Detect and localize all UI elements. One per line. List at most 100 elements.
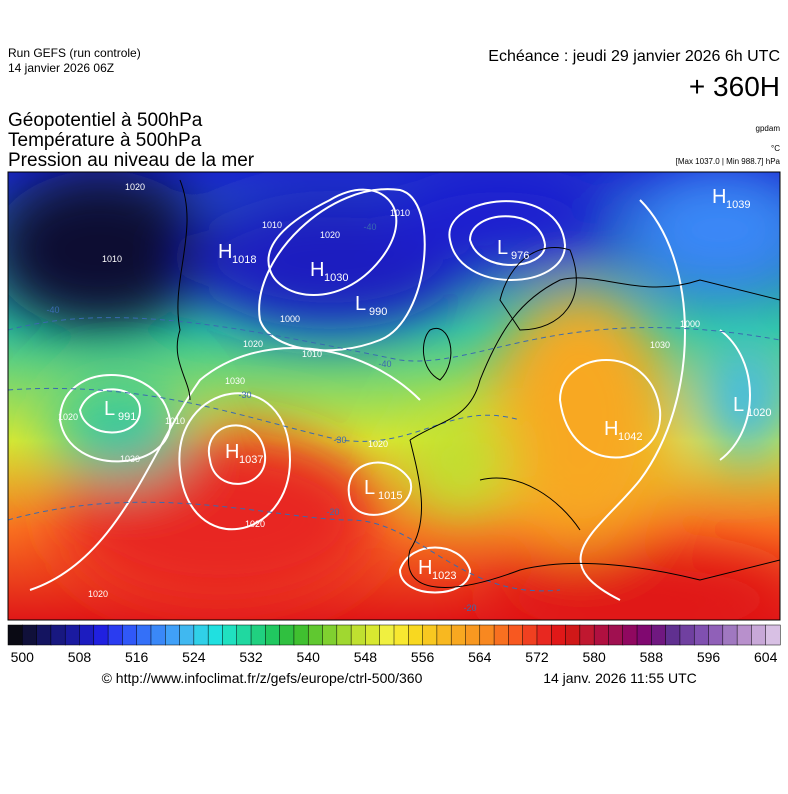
colorbar-swatch: [207, 624, 223, 646]
colorbar-swatch: [122, 624, 138, 646]
colorbar-swatch: [708, 624, 724, 646]
colorbar-swatch: [651, 624, 667, 646]
valid-time: Echéance : jeudi 29 janvier 2026 6h UTC: [488, 48, 780, 65]
colorbar-swatch: [493, 624, 509, 646]
colorbar-tick-label: 596: [697, 649, 721, 665]
center-letter: L: [104, 398, 115, 420]
isobar-label: 1020: [320, 230, 340, 240]
colorbar-swatch: [165, 624, 181, 646]
temperature-label: -40: [46, 305, 59, 315]
source-url: © http://www.infoclimat.fr/z/gefs/europe…: [102, 670, 423, 686]
colorbar-swatch: [636, 624, 652, 646]
colorbar-swatch: [408, 624, 424, 646]
isobar-label: 1010: [102, 254, 122, 264]
center-letter: H: [310, 259, 324, 281]
colorbar-swatch: [107, 624, 123, 646]
colorbar-swatch: [150, 624, 166, 646]
colorbar-swatch: [508, 624, 524, 646]
colorbar-swatch: [422, 624, 438, 646]
temperature-label: -20: [463, 603, 476, 613]
temperature-label: -40: [363, 222, 376, 232]
temperature-label: -20: [326, 507, 339, 517]
center-letter: L: [364, 477, 375, 499]
colorbar-swatch: [64, 624, 81, 646]
isotherms: [8, 317, 780, 592]
colorbar-tick-label: 580: [582, 649, 606, 665]
run-label: Run GEFS (run controle): [8, 46, 141, 60]
center-letter: L: [355, 293, 366, 315]
colorbar-swatch: [693, 624, 710, 646]
colorbar-tick-label: 540: [297, 649, 321, 665]
colorbar-tick-label: 500: [11, 649, 35, 665]
coastlines: [176, 179, 780, 588]
colorbar-swatch: [279, 624, 295, 646]
colorbar-swatch: [136, 624, 152, 646]
colorbar-swatch: [608, 624, 624, 646]
colorbar-swatch: [365, 624, 381, 646]
colorbar-swatch: [579, 624, 595, 646]
unit-label: °C: [771, 144, 780, 153]
isobar-label: 1010: [390, 208, 410, 218]
colorbar-tick-label: 532: [239, 649, 263, 665]
isobars: [29, 188, 751, 601]
colorbar-swatch: [736, 624, 752, 646]
colorbar-swatch: [307, 624, 324, 646]
center-value: 976: [511, 250, 529, 262]
isobar-label: 1010: [165, 416, 185, 426]
colorbar-tick-label: 508: [68, 649, 92, 665]
unit-label: gpdam: [756, 124, 781, 133]
temperature-label: -40: [378, 359, 391, 369]
legend-line: Géopotentiel à 500hPa: [8, 110, 203, 131]
colorbar-swatch: [722, 624, 738, 646]
colorbar-swatch: [222, 624, 238, 646]
colorbar-swatch: [322, 624, 338, 646]
isobar-label: 1000: [680, 319, 700, 329]
isobar-label: 1000: [280, 314, 300, 324]
colorbar-swatch: [751, 624, 767, 646]
colorbar-swatch: [551, 624, 567, 646]
colorbar-swatch: [350, 624, 366, 646]
colorbar-swatch: [479, 624, 495, 646]
isobar-label: 1030: [225, 376, 245, 386]
colorbar-swatch: [522, 624, 538, 646]
colorbar-swatch: [50, 624, 66, 646]
center-value: 991: [118, 411, 136, 423]
temperature-label: -30: [333, 435, 346, 445]
center-letter: L: [733, 394, 744, 416]
isobar-label: 1010: [262, 220, 282, 230]
center-value: 1039: [726, 199, 750, 211]
isobar-label: 1020: [88, 589, 108, 599]
colorbar-swatch: [622, 624, 638, 646]
isobar-label: 1010: [302, 349, 322, 359]
run-date: 14 janvier 2026 06Z: [8, 61, 114, 75]
center-letter: H: [418, 557, 432, 579]
legend-line: Température à 500hPa: [8, 130, 202, 151]
colorbar-swatch: [236, 624, 252, 646]
center-letter: H: [218, 241, 232, 263]
colorbar-swatch: [565, 624, 581, 646]
center-value: 1042: [618, 431, 642, 443]
colorbar-swatch: [336, 624, 352, 646]
colorbar-swatch: [265, 624, 281, 646]
isobar-label: 1020: [245, 519, 265, 529]
colorbar-swatch: [536, 624, 552, 646]
center-value: 1015: [378, 490, 402, 502]
isobar-label: 1030: [120, 454, 140, 464]
center-value: 1023: [432, 570, 456, 582]
colorbar: 500 508 516 524 532 540 548 556 564 572 580 588 596 6…: [7, 624, 781, 665]
colorbar-swatch: [593, 624, 609, 646]
center-value: 1020: [747, 407, 771, 419]
colorbar-tick-label: 548: [354, 649, 378, 665]
colorbar-swatch: [22, 624, 38, 646]
center-value: 1030: [324, 272, 348, 284]
isobar-label: 1020: [368, 439, 388, 449]
center-letter: H: [604, 418, 618, 440]
generated-time: 14 janv. 2026 11:55 UTC: [543, 670, 697, 686]
colorbar-tick-label: 516: [125, 649, 149, 665]
colorbar-tick-label: 572: [525, 649, 549, 665]
center-value: 1037: [239, 454, 263, 466]
colorbar-tick-label: 556: [411, 649, 435, 665]
isobar-label: 1030: [650, 340, 670, 350]
colorbar-swatch: [79, 624, 95, 646]
